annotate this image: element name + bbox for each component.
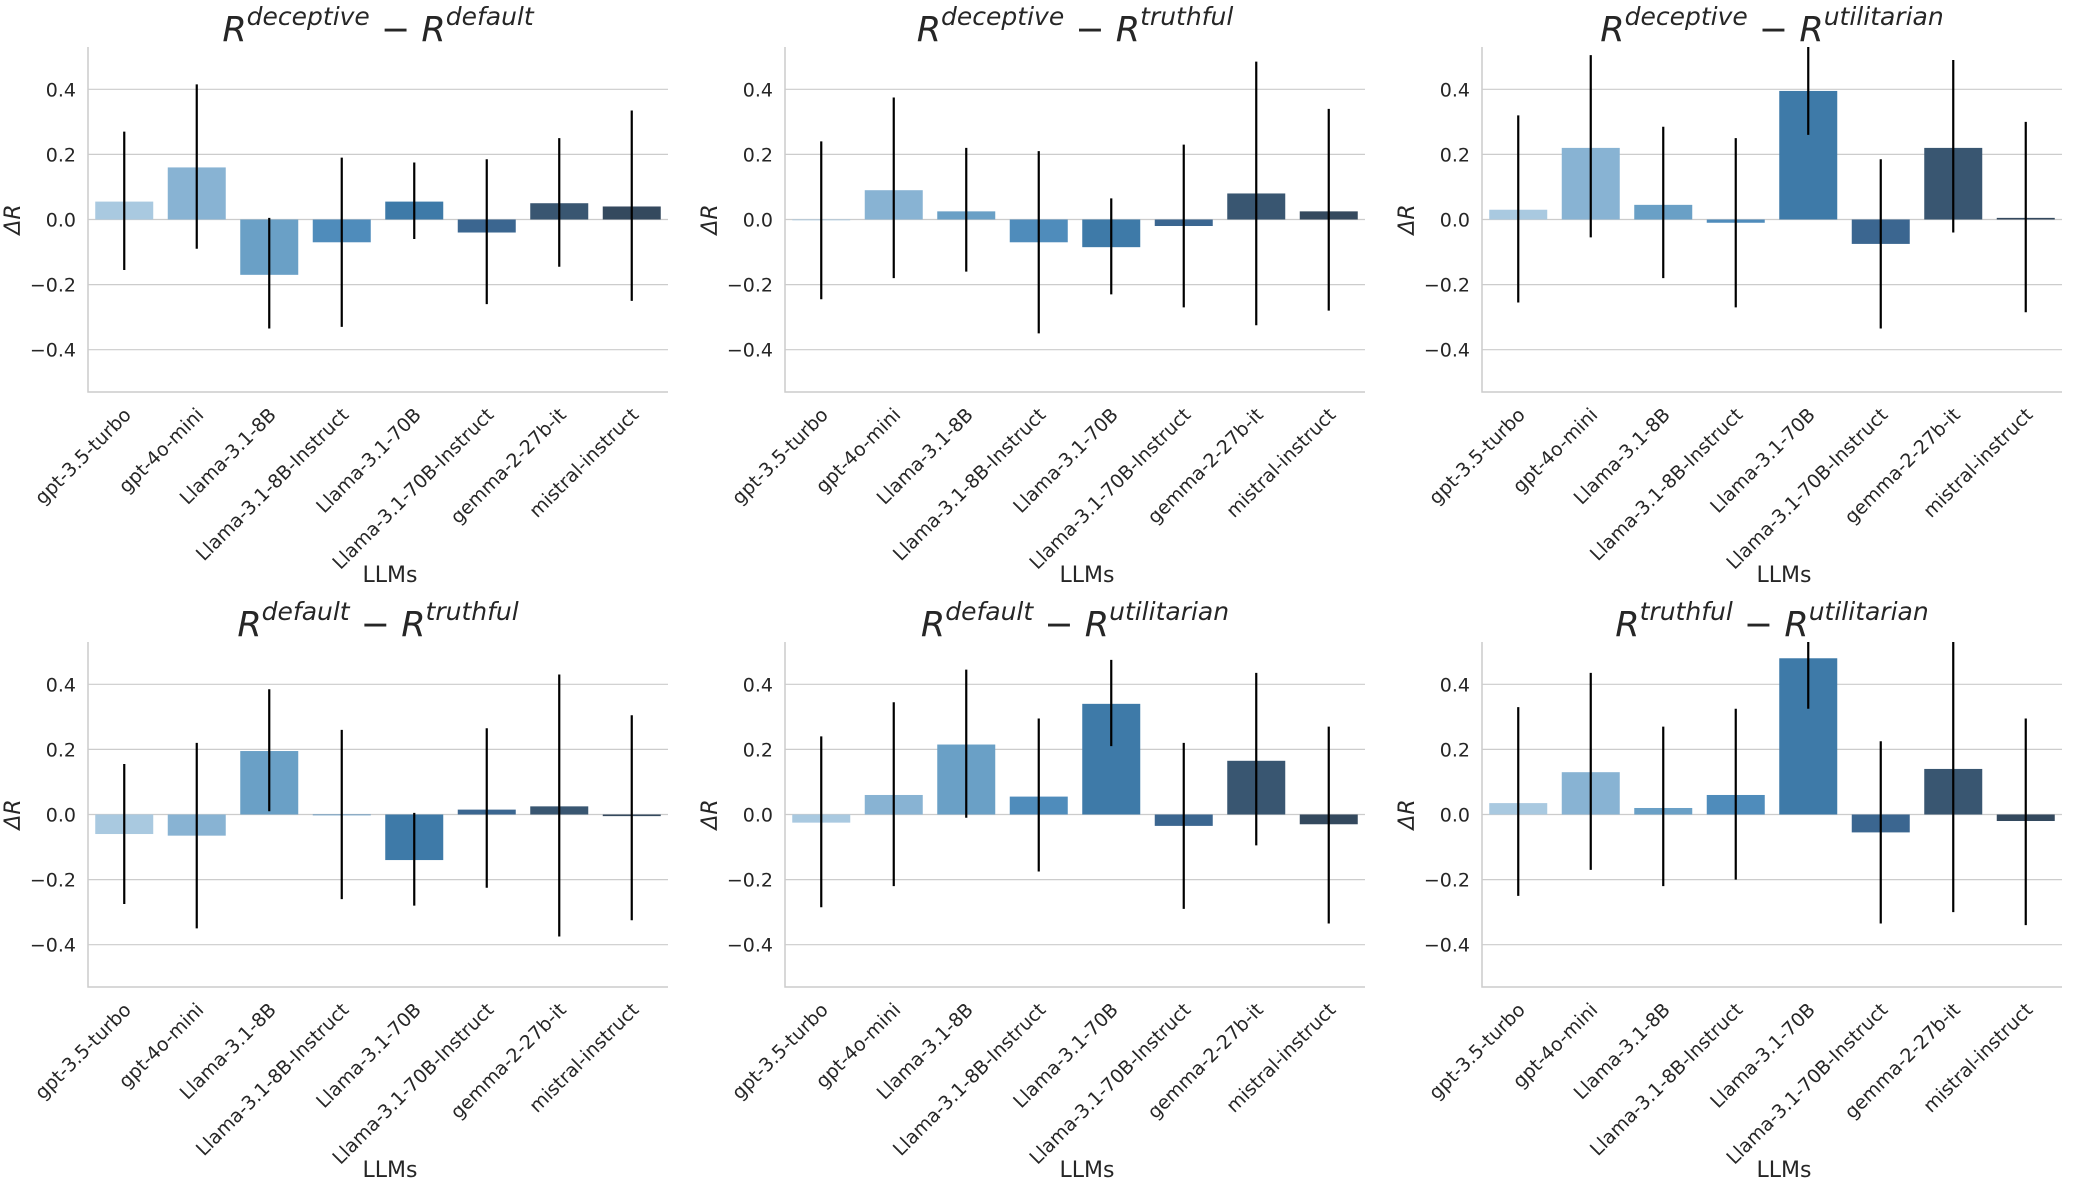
x-tick-label: gpt-3.5-turbo <box>1425 404 1530 509</box>
title-part-r1: R <box>222 10 246 50</box>
title-part-sup1: default <box>262 597 351 626</box>
y-tick-label: 0.2 <box>1440 144 1470 166</box>
title-part-op: − <box>1748 10 1800 50</box>
chart-panel-2: 0.40.20.0−0.2−0.4gpt-3.5-turbogpt-4o-min… <box>698 2 1365 588</box>
y-tick-label: 0.0 <box>46 805 76 827</box>
chart-panel-1: 0.40.20.0−0.2−0.4gpt-3.5-turbogpt-4o-min… <box>1 2 668 588</box>
title-part-r1: R <box>1615 605 1639 645</box>
x-axis-label: LLMs <box>1060 563 1115 588</box>
y-tick-label: 0.4 <box>743 79 773 101</box>
title-part-sup1: truthful <box>1640 597 1733 626</box>
x-tick-label: gpt-3.5-turbo <box>31 999 136 1104</box>
y-axis-label: ΔR <box>698 204 723 236</box>
title-part-op: − <box>1033 605 1085 645</box>
title-part-r1: R <box>237 605 261 645</box>
axis-spine <box>1481 47 2062 393</box>
title-part-sup2: utilitarian <box>1809 597 1929 626</box>
y-tick-label: 0.4 <box>46 79 76 101</box>
y-axis-label: ΔR <box>1395 204 1420 236</box>
title-part-r2: R <box>401 605 425 645</box>
x-axis-label: LLMs <box>1757 1158 1812 1183</box>
chart-title: Rdefault − Rtruthful <box>237 597 518 645</box>
title-part-sup2: truthful <box>1140 2 1233 31</box>
title-part-sup2: utilitarian <box>1109 597 1229 626</box>
axis-spine <box>87 47 668 393</box>
title-part-sup1: deceptive <box>941 2 1064 31</box>
chart-title: Rdeceptive − Rtruthful <box>917 2 1234 50</box>
title-part-r2: R <box>1116 10 1140 50</box>
title-part-sup1: default <box>945 597 1034 626</box>
y-tick-label: −0.4 <box>1424 935 1470 957</box>
x-tick-label: gpt-3.5-turbo <box>31 404 136 509</box>
title-part-op: − <box>350 605 402 645</box>
chart-title: Rdeceptive − Rdefault <box>222 2 535 50</box>
y-tick-label: −0.2 <box>30 275 76 297</box>
y-tick-label: 0.0 <box>743 210 773 232</box>
axis-spine <box>87 642 668 988</box>
y-tick-label: −0.2 <box>727 870 773 892</box>
x-axis-label: LLMs <box>1757 563 1812 588</box>
y-tick-label: −0.2 <box>727 275 773 297</box>
y-tick-label: 0.4 <box>1440 674 1470 696</box>
chart-panel-4: 0.40.20.0−0.2−0.4gpt-3.5-turbogpt-4o-min… <box>1 597 668 1183</box>
y-tick-label: 0.4 <box>1440 79 1470 101</box>
chart-panel-3: 0.40.20.0−0.2−0.4gpt-3.5-turbogpt-4o-min… <box>1395 2 2062 588</box>
y-tick-label: 0.2 <box>46 144 76 166</box>
title-part-op: − <box>1733 605 1785 645</box>
title-part-sup2: utilitarian <box>1824 2 1944 31</box>
chart-title: Rdefault − Rutilitarian <box>921 597 1229 645</box>
y-tick-label: 0.2 <box>743 144 773 166</box>
title-part-sup1: deceptive <box>1625 2 1748 31</box>
title-part-op: − <box>370 10 422 50</box>
title-part-sup2: truthful <box>426 597 519 626</box>
x-axis-label: LLMs <box>363 1158 418 1183</box>
y-tick-label: 0.2 <box>46 739 76 761</box>
axis-spine <box>784 642 1365 988</box>
axis-spine <box>784 47 1365 393</box>
x-tick-label: gpt-3.5-turbo <box>1425 999 1530 1104</box>
y-tick-label: 0.0 <box>1440 805 1470 827</box>
y-tick-label: 0.2 <box>1440 739 1470 761</box>
y-tick-label: −0.4 <box>727 935 773 957</box>
title-part-r1: R <box>1600 10 1624 50</box>
y-tick-label: −0.2 <box>1424 275 1470 297</box>
y-axis-label: ΔR <box>1 799 26 831</box>
y-tick-label: 0.0 <box>1440 210 1470 232</box>
y-tick-label: −0.4 <box>1424 340 1470 362</box>
title-part-op: − <box>1064 10 1116 50</box>
y-axis-label: ΔR <box>698 799 723 831</box>
title-part-r2: R <box>421 10 445 50</box>
y-tick-label: −0.4 <box>727 340 773 362</box>
title-part-sup1: deceptive <box>247 2 370 31</box>
chart-panel-6: 0.40.20.0−0.2−0.4gpt-3.5-turbogpt-4o-min… <box>1395 597 2062 1183</box>
y-tick-label: −0.2 <box>1424 870 1470 892</box>
title-part-r2: R <box>1799 10 1823 50</box>
x-axis-label: LLMs <box>1060 1158 1115 1183</box>
chart-panel-5: 0.40.20.0−0.2−0.4gpt-3.5-turbogpt-4o-min… <box>698 597 1365 1183</box>
title-part-r1: R <box>921 605 945 645</box>
chart-title: Rtruthful − Rutilitarian <box>1615 597 1928 645</box>
y-axis-label: ΔR <box>1 204 26 236</box>
x-axis-label: LLMs <box>363 563 418 588</box>
y-tick-label: 0.0 <box>46 210 76 232</box>
title-part-r1: R <box>917 10 941 50</box>
title-part-r2: R <box>1085 605 1109 645</box>
y-tick-label: 0.4 <box>46 674 76 696</box>
x-tick-label: gpt-3.5-turbo <box>728 404 833 509</box>
title-part-r2: R <box>1784 605 1808 645</box>
y-tick-label: 0.0 <box>743 805 773 827</box>
y-tick-label: −0.2 <box>30 870 76 892</box>
y-tick-label: −0.4 <box>30 340 76 362</box>
title-part-sup2: default <box>446 2 535 31</box>
axis-spine <box>1481 642 2062 988</box>
y-tick-label: −0.4 <box>30 935 76 957</box>
chart-title: Rdeceptive − Rutilitarian <box>1600 2 1943 50</box>
x-tick-label: gpt-3.5-turbo <box>728 999 833 1104</box>
y-tick-label: 0.2 <box>743 739 773 761</box>
y-axis-label: ΔR <box>1395 799 1420 831</box>
y-tick-label: 0.4 <box>743 674 773 696</box>
